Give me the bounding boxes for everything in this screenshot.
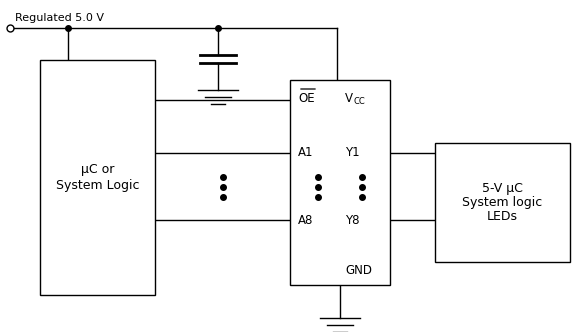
Text: GND: GND bbox=[345, 264, 372, 277]
Bar bbox=[40, 60, 155, 295]
Bar bbox=[435, 143, 570, 262]
Text: V: V bbox=[345, 92, 353, 105]
Text: Y1: Y1 bbox=[345, 146, 360, 159]
Text: Regulated 5.0 V: Regulated 5.0 V bbox=[15, 13, 104, 23]
Text: OE: OE bbox=[298, 92, 315, 105]
Text: Y8: Y8 bbox=[345, 213, 360, 226]
Text: A1: A1 bbox=[298, 146, 314, 159]
Bar bbox=[290, 80, 390, 285]
Text: CC: CC bbox=[353, 98, 365, 107]
Text: System logic: System logic bbox=[462, 196, 543, 209]
Text: μC or: μC or bbox=[81, 163, 114, 176]
Text: LEDs: LEDs bbox=[487, 210, 518, 223]
Text: 5-V μC: 5-V μC bbox=[482, 182, 523, 195]
Text: System Logic: System Logic bbox=[56, 179, 139, 192]
Text: A8: A8 bbox=[298, 213, 314, 226]
